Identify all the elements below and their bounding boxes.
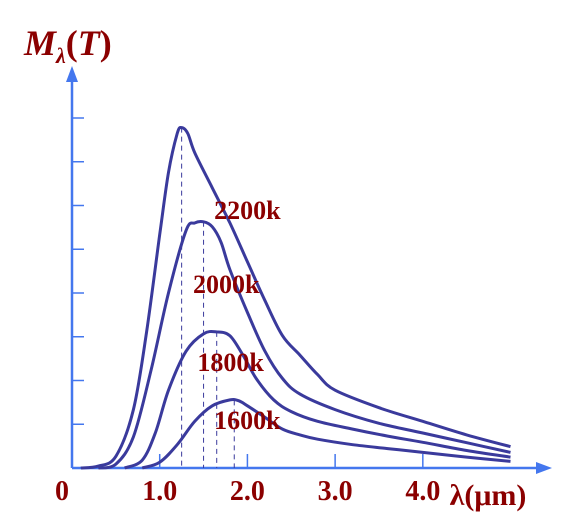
origin-label: 0	[55, 476, 69, 507]
y-axis-label-paren-close: )	[100, 23, 112, 63]
x-tick-label-3: 4.0	[405, 476, 440, 507]
x-tick-label-0: 1.0	[142, 476, 177, 507]
series-labels: 2200k 2000k 1800k 1600k	[193, 196, 281, 435]
series-label-2200k: 2200k	[214, 196, 281, 225]
y-axis-label-paren-open: (	[66, 23, 78, 63]
curve-1600k	[141, 398, 511, 470]
x-ticks: 1.0 2.0 3.0 4.0	[142, 454, 440, 507]
y-axis-label-var: T	[78, 23, 102, 63]
x-tick-label-1: 2.0	[230, 476, 265, 507]
y-axis-label-sub: λ	[55, 43, 66, 68]
axes	[66, 66, 552, 474]
series-label-2000k: 2000k	[193, 270, 260, 299]
y-axis-arrow	[66, 66, 78, 82]
series-label-1600k: 1600k	[214, 406, 281, 435]
x-tick-label-2: 3.0	[318, 476, 353, 507]
curve-2200k	[80, 125, 511, 470]
y-axis-label: Mλ(T)	[23, 23, 112, 68]
curve-2000k	[97, 219, 511, 470]
x-axis-arrow	[536, 462, 552, 474]
curve-1800k	[123, 329, 511, 470]
y-axis-label-main: M	[23, 23, 58, 63]
peak-lines	[181, 127, 235, 468]
curves	[80, 125, 511, 470]
series-label-1800k: 1800k	[197, 348, 264, 377]
x-axis-label: λ(μm)	[450, 479, 527, 512]
y-ticks	[72, 117, 84, 425]
